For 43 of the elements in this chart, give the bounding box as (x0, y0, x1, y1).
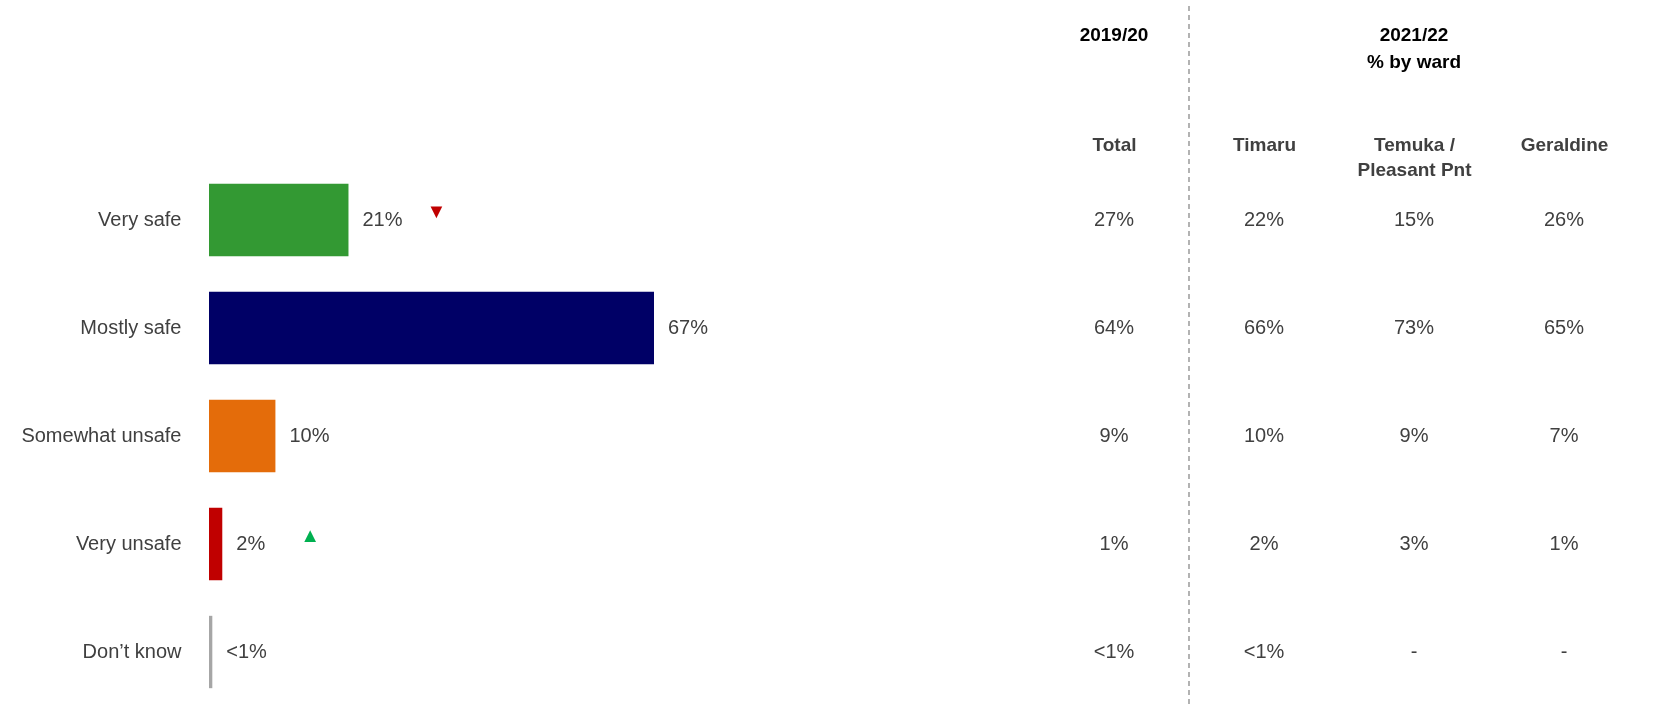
data-label: - (1410, 640, 1418, 662)
data-label: 3% (1399, 532, 1429, 554)
category-label: Geraldine (1520, 133, 1609, 155)
text: 2019/20 (1079, 24, 1149, 45)
data-label: 27% (1093, 208, 1135, 230)
bar (209, 507, 223, 581)
text: 2021/22 % by ward (1367, 24, 1461, 72)
y-tick-label: Very safe (98, 208, 182, 230)
y-tick-label: Somewhat unsafe (21, 424, 182, 446)
bar (209, 183, 349, 257)
annotation: ▲ (300, 524, 321, 546)
y-tick-label: Very unsafe (75, 532, 182, 554)
bar (209, 399, 276, 473)
data-label: 1% (1549, 532, 1579, 554)
y-tick-label: Mostly safe (80, 316, 182, 338)
y-tick-label: Don’t know (82, 640, 183, 662)
data-label: 73% (1393, 316, 1435, 338)
bar (209, 615, 213, 689)
data-label: 2% (236, 532, 266, 554)
data-label: <1% (226, 640, 268, 662)
annotation: ▼ (426, 200, 447, 222)
data-label: 26% (1543, 208, 1585, 230)
data-label: 22% (1243, 208, 1285, 230)
category-label: Temuka / Pleasant Pnt (1357, 133, 1473, 180)
data-label: 9% (1099, 424, 1129, 446)
data-label: 9% (1399, 424, 1429, 446)
data-label: - (1560, 640, 1568, 662)
data-label: 1% (1099, 532, 1129, 554)
data-label: 15% (1393, 208, 1435, 230)
data-label: 10% (289, 424, 330, 446)
data-label: 64% (1093, 316, 1135, 338)
data-label: 67% (668, 316, 709, 338)
category-label: Timaru (1232, 133, 1297, 155)
bar (209, 291, 654, 365)
data-label: <1% (1093, 640, 1135, 662)
data-label: 66% (1243, 316, 1285, 338)
category-label: Total (1092, 133, 1137, 155)
data-label: 2% (1249, 532, 1279, 554)
data-label: 65% (1543, 316, 1585, 338)
data-label: 21% (362, 208, 403, 230)
data-label: 7% (1549, 424, 1579, 446)
data-label: <1% (1243, 640, 1285, 662)
data-label: 10% (1243, 424, 1285, 446)
